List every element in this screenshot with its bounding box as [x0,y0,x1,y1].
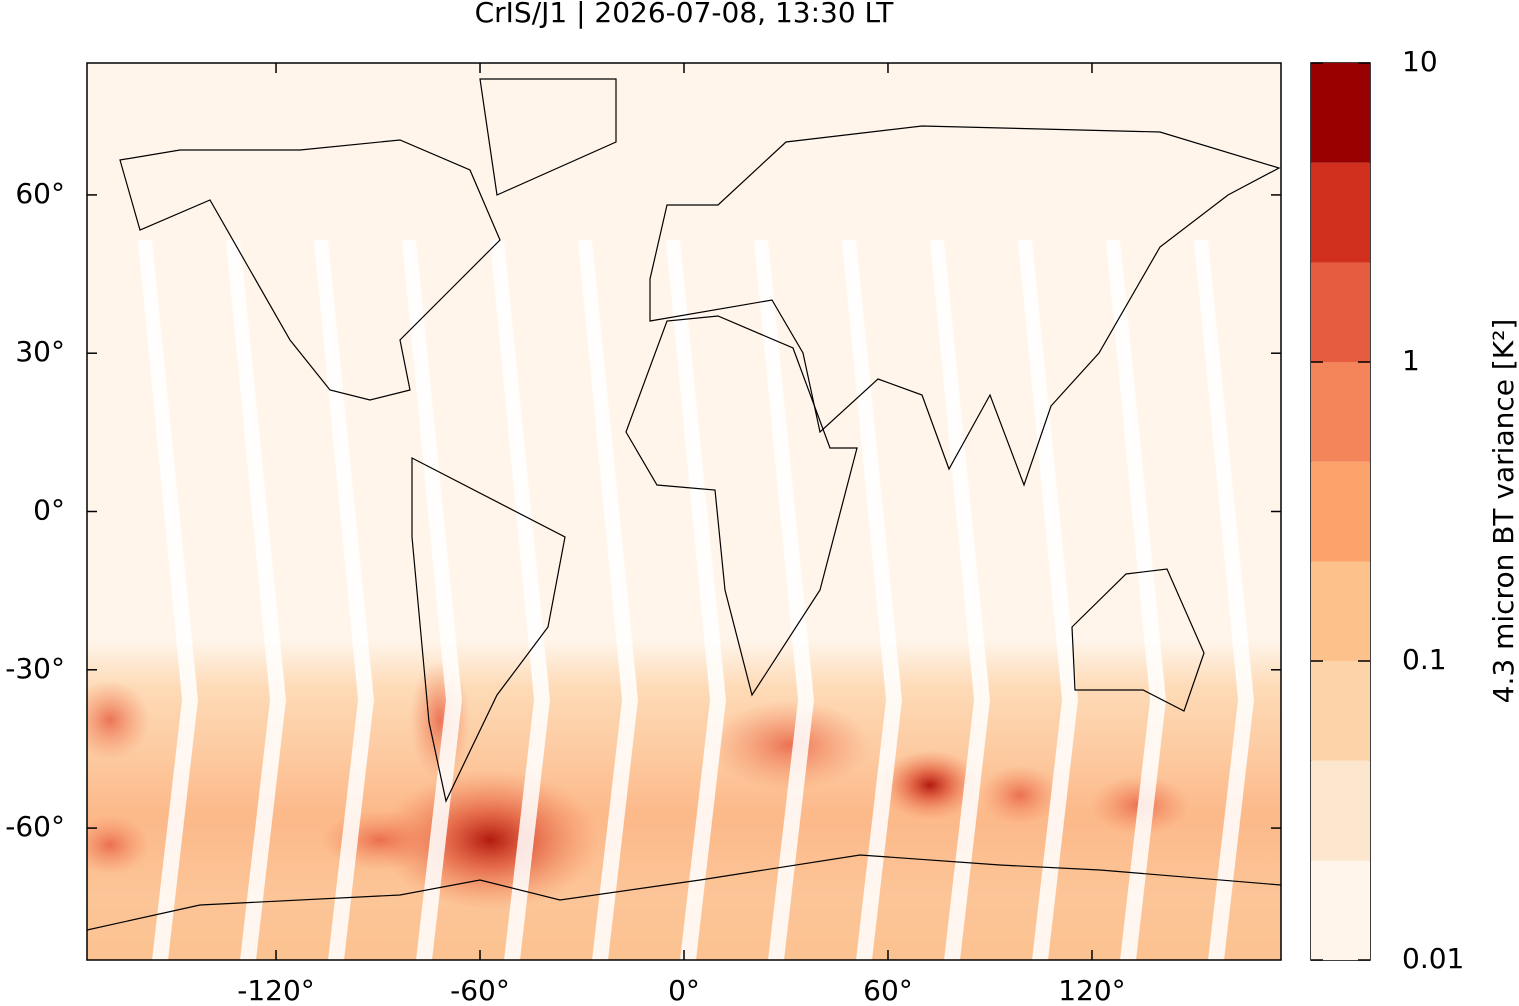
swath-gap [138,240,198,960]
colorbar-band [1311,661,1370,761]
colorbar-band [1311,461,1370,562]
swath-gap [930,240,990,960]
swath-gap [226,240,286,960]
x-tick-label: 0° [668,974,700,1002]
y-tick-label: -60° [5,810,65,843]
colorbar-tick-label: 1 [1402,344,1420,377]
swath-gap [402,240,462,960]
swath-gap [1194,240,1254,960]
colorbar-band [1311,162,1370,263]
swath-gap [842,240,902,960]
y-tick-label: -30° [5,652,65,685]
colorbar-tick-label: 10 [1402,45,1438,78]
swath-gap [490,240,550,960]
colorbar-tick-label: 0.01 [1402,942,1464,975]
y-tick-label: 60° [15,177,65,210]
y-tick-label: 0° [33,494,65,527]
x-tick-label: -60° [450,974,510,1002]
x-tick-label: -120° [237,974,315,1002]
y-tick-label: 30° [15,335,65,368]
swath-gap [1106,240,1166,960]
colorbar-band [1311,561,1370,661]
colorbar-band [1311,63,1370,163]
chart-title: CrIS/J1 | 2026-07-08, 13:30 LT [475,0,895,29]
map-field [87,63,1281,960]
swath-gap [666,240,726,960]
colorbar-band [1311,860,1370,960]
swath-gap [1018,240,1078,960]
colorbar-label: 4.3 micron BT variance [K²] [1487,319,1519,704]
swath-gap [314,240,374,960]
colorbar-tick-label: 0.1 [1402,643,1447,676]
swath-gap [754,240,814,960]
colorbar-band [1311,262,1370,362]
colorbar-band [1311,760,1370,861]
swath-gap [578,240,638,960]
x-tick-label: 60° [863,974,913,1002]
x-tick-label: 120° [1058,974,1125,1002]
colorbar-band [1311,362,1370,462]
